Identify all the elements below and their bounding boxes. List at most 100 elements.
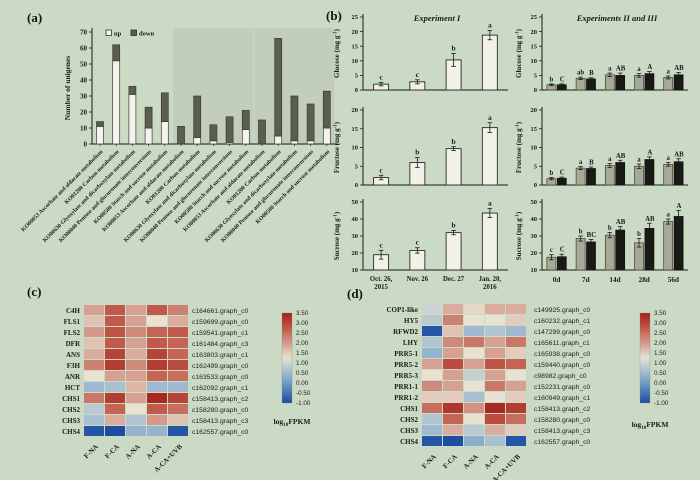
significance-letter: A <box>677 203 682 210</box>
x-tick-label: 7d <box>582 276 590 284</box>
heatmap-cell <box>84 338 104 348</box>
heatmap-cell <box>506 381 526 391</box>
heatmap-column-label: F-NA <box>82 443 99 460</box>
heatmap-cell <box>485 315 505 325</box>
scale-caption: log10FPKM <box>274 417 311 428</box>
significance-letter: c <box>379 240 383 249</box>
transcript-id: c158280.graph_c0 <box>192 407 249 414</box>
heatmap-cell <box>147 349 167 359</box>
significance-letter: c <box>379 72 383 81</box>
y-tick-label: 20 <box>352 107 359 114</box>
heatmap-cell <box>126 338 146 348</box>
gene-label: RFWD2 <box>393 328 418 336</box>
transcript-id: c165938.graph_c0 <box>534 351 591 358</box>
gene-label: FLS2 <box>64 329 81 337</box>
significance-letter: a <box>488 20 492 29</box>
significance-letter: a <box>666 155 670 162</box>
y-tick-label: 50 <box>531 199 538 206</box>
bar-black <box>644 73 655 91</box>
heatmap-cell <box>464 348 484 358</box>
heatmap-cell <box>464 414 484 424</box>
scale-caption: log10FPKM <box>632 420 669 431</box>
heatmap-cell <box>84 349 104 359</box>
legend-down-swatch <box>130 29 137 36</box>
heatmap-cell <box>485 403 505 413</box>
heatmap-cell <box>126 316 146 326</box>
heatmap-column-label: F-CA <box>103 443 120 460</box>
heatmap-column-label: A-NA <box>462 453 480 471</box>
heatmap-cell <box>105 349 125 359</box>
heatmap-cell <box>168 404 188 414</box>
heatmap-cell <box>105 360 125 370</box>
bar-up-segment <box>290 140 299 145</box>
significance-letter: AB <box>674 65 684 72</box>
significance-letter: AB <box>616 66 626 73</box>
y-tick-label: 25 <box>352 14 359 21</box>
heatmap-cell <box>84 393 104 403</box>
bar-up-segment <box>209 140 218 145</box>
gene-label: FLS1 <box>64 318 81 326</box>
heatmap-cell <box>147 360 167 370</box>
scale-tick-label: 2.50 <box>296 330 309 337</box>
panel-d-clock-gene-heatmap: COP1-like c149925.graph_c0 HY5 c160232.grap… <box>387 304 669 480</box>
y-tick-label: 40 <box>80 76 88 84</box>
bar-black <box>586 241 596 271</box>
significance-letter: B <box>589 70 594 77</box>
significance-letter: BC <box>587 232 597 239</box>
heatmap-cell <box>506 326 526 336</box>
heatmap-cell <box>443 304 463 314</box>
heatmap-cell <box>506 425 526 435</box>
scale-tick-label: 1.00 <box>654 360 667 367</box>
transcript-id: c158280.graph_c0 <box>534 417 591 424</box>
heatmap-cell <box>84 316 104 326</box>
heatmap-cell <box>443 370 463 380</box>
significance-letter: b <box>608 225 612 232</box>
x-tick-label: 0d <box>553 276 561 284</box>
scale-tick-label: 3.00 <box>654 320 667 327</box>
heatmap-cell <box>443 337 463 347</box>
gene-label: CHS3 <box>400 427 418 435</box>
y-tick-label: 10 <box>531 267 538 274</box>
heatmap-cell <box>422 436 442 446</box>
bar-up-segment <box>274 135 283 145</box>
heatmap-cell <box>147 327 167 337</box>
heatmap-cell <box>464 304 484 314</box>
bar-up-segment <box>160 121 169 145</box>
gene-label: PRR1-2 <box>394 394 418 402</box>
heatmap-cell <box>443 436 463 446</box>
x-tick-label: 14d <box>609 276 620 284</box>
y-tick-label: 10 <box>80 124 88 132</box>
heatmap-cell <box>422 392 442 402</box>
bar-gray <box>575 77 586 91</box>
significance-letter: AB <box>645 216 655 223</box>
significance-letter: b <box>452 44 456 53</box>
heatmap-cell <box>443 392 463 402</box>
bar-down-segment <box>306 103 315 142</box>
heatmap-cell <box>105 382 125 392</box>
heatmap-cell <box>464 326 484 336</box>
bar-down-segment <box>96 121 104 127</box>
y-tick-label: 25 <box>531 14 538 21</box>
heatmap-cell <box>464 425 484 435</box>
heatmap-cell <box>443 414 463 424</box>
heatmap-cell <box>147 338 167 348</box>
transcript-id: c161484.graph_c3 <box>192 341 249 348</box>
bar-up-segment <box>128 94 137 145</box>
legend-up-label: up <box>114 31 122 38</box>
scale-tick-label: 2.00 <box>654 340 667 347</box>
heatmap-cell <box>126 305 146 315</box>
gene-label: CHS2 <box>400 416 418 424</box>
y-tick-label: 10 <box>531 145 538 152</box>
y-tick-label: 70 <box>80 28 88 36</box>
chart-title: Experiment I <box>413 13 461 23</box>
y-tick-label: 40 <box>531 216 538 223</box>
bar-down-segment <box>193 95 202 138</box>
heatmap-cell <box>443 403 463 413</box>
scale-tick-label: 3.50 <box>654 310 667 317</box>
bar-down-segment <box>144 106 153 129</box>
heatmap-cell <box>506 414 526 424</box>
heatmap-cell <box>485 425 505 435</box>
scale-tick-label: -0.50 <box>296 390 311 397</box>
